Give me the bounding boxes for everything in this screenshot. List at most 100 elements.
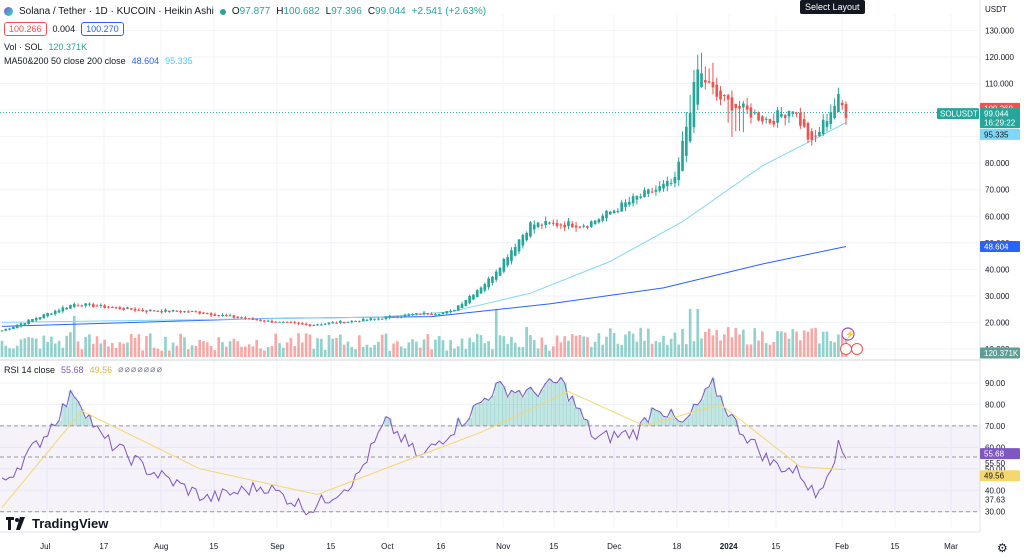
- candle-body[interactable]: [186, 311, 190, 313]
- candle-body[interactable]: [255, 319, 259, 321]
- candle-body[interactable]: [494, 271, 498, 280]
- candle-body[interactable]: [122, 308, 125, 310]
- candle-body[interactable]: [107, 306, 110, 308]
- candle-body[interactable]: [719, 90, 722, 100]
- candle-body[interactable]: [224, 315, 228, 317]
- candle-body[interactable]: [297, 322, 300, 324]
- candle-body[interactable]: [53, 310, 57, 315]
- candle-body[interactable]: [517, 239, 521, 252]
- candle-body[interactable]: [156, 310, 160, 312]
- candle-body[interactable]: [825, 121, 829, 127]
- candle-body[interactable]: [730, 97, 734, 111]
- candle-body[interactable]: [4, 328, 8, 331]
- candle-body[interactable]: [236, 316, 240, 318]
- candle-body[interactable]: [422, 312, 426, 315]
- candle-body[interactable]: [715, 84, 719, 97]
- candle-body[interactable]: [15, 324, 19, 329]
- candle-body[interactable]: [358, 321, 361, 323]
- candle-body[interactable]: [42, 314, 46, 319]
- candle-body[interactable]: [308, 324, 312, 326]
- candle-body[interactable]: [148, 309, 152, 312]
- us-flag-event-icon[interactable]: [840, 343, 852, 355]
- candle-body[interactable]: [369, 318, 373, 321]
- candle-body[interactable]: [475, 290, 479, 297]
- candle-body[interactable]: [312, 324, 316, 326]
- candle-body[interactable]: [669, 182, 673, 184]
- candle-body[interactable]: [388, 315, 392, 318]
- candle-body[interactable]: [205, 313, 209, 315]
- candle-body[interactable]: [840, 102, 844, 106]
- candle-body[interactable]: [696, 69, 700, 105]
- candle-body[interactable]: [498, 267, 502, 276]
- candle-body[interactable]: [411, 313, 414, 316]
- candle-body[interactable]: [814, 135, 817, 137]
- candle-body[interactable]: [810, 131, 814, 140]
- event-lightning-icon[interactable]: [841, 327, 855, 341]
- candle-body[interactable]: [339, 320, 342, 323]
- symbol-title[interactable]: Solana / Tether · 1D · KUCOIN · Heikin A…: [19, 6, 214, 17]
- candle-body[interactable]: [468, 295, 471, 303]
- candle-body[interactable]: [662, 183, 665, 189]
- candle-body[interactable]: [753, 112, 757, 114]
- candle-body[interactable]: [646, 189, 650, 194]
- candle-body[interactable]: [209, 313, 213, 316]
- candle-body[interactable]: [821, 119, 825, 135]
- rsi-legend[interactable]: RSI 14 close 55.68 49.56 ⌀⌀⌀⌀⌀⌀⌀: [4, 364, 163, 375]
- candle-body[interactable]: [780, 113, 783, 117]
- candle-body[interactable]: [548, 222, 551, 224]
- candle-body[interactable]: [456, 305, 460, 311]
- candle-body[interactable]: [384, 316, 388, 319]
- candle-body[interactable]: [472, 294, 475, 300]
- candle-body[interactable]: [612, 210, 616, 214]
- candle-body[interactable]: [396, 317, 399, 319]
- candle-body[interactable]: [502, 258, 506, 272]
- candle-body[interactable]: [133, 308, 137, 311]
- candle-body[interactable]: [563, 224, 566, 228]
- candle-body[interactable]: [605, 210, 608, 219]
- candle-body[interactable]: [426, 313, 430, 315]
- candle-body[interactable]: [183, 311, 186, 313]
- candle-body[interactable]: [684, 126, 688, 156]
- candle-body[interactable]: [354, 320, 357, 322]
- candle-body[interactable]: [110, 307, 114, 309]
- candle-body[interactable]: [95, 305, 99, 307]
- candle-body[interactable]: [399, 316, 403, 318]
- candle-body[interactable]: [681, 140, 684, 171]
- candle-body[interactable]: [837, 93, 840, 112]
- candle-body[interactable]: [323, 323, 327, 325]
- candle-body[interactable]: [574, 225, 578, 228]
- candle-body[interactable]: [327, 322, 331, 325]
- settings-gear-icon[interactable]: ⚙: [997, 541, 1008, 555]
- candle-body[interactable]: [745, 105, 749, 110]
- candle-body[interactable]: [597, 219, 601, 223]
- candle-body[interactable]: [88, 303, 91, 305]
- candle-body[interactable]: [802, 119, 806, 127]
- candle-body[interactable]: [80, 305, 84, 307]
- candle-body[interactable]: [65, 307, 68, 310]
- candle-body[interactable]: [243, 317, 247, 319]
- candle-body[interactable]: [320, 324, 323, 326]
- candle-body[interactable]: [707, 81, 711, 83]
- candle-body[interactable]: [316, 324, 319, 326]
- candle-body[interactable]: [445, 311, 449, 314]
- candle-body[interactable]: [521, 234, 525, 246]
- candle-body[interactable]: [240, 317, 243, 319]
- candle-body[interactable]: [84, 303, 87, 306]
- candle-body[interactable]: [380, 318, 384, 320]
- candle-body[interactable]: [529, 222, 532, 237]
- candle-body[interactable]: [799, 112, 802, 126]
- candle-body[interactable]: [627, 201, 631, 205]
- candle-body[interactable]: [160, 311, 164, 313]
- candle-body[interactable]: [665, 180, 669, 187]
- candle-body[interactable]: [69, 305, 72, 309]
- candle-body[interactable]: [251, 318, 255, 320]
- candle-body[interactable]: [723, 95, 726, 97]
- candle-body[interactable]: [46, 313, 49, 317]
- candle-body[interactable]: [510, 250, 513, 262]
- candle-body[interactable]: [145, 310, 148, 312]
- candle-body[interactable]: [544, 220, 547, 226]
- candle-body[interactable]: [141, 309, 144, 312]
- candle-body[interactable]: [700, 73, 703, 87]
- candle-body[interactable]: [829, 112, 833, 124]
- candle-body[interactable]: [795, 112, 798, 114]
